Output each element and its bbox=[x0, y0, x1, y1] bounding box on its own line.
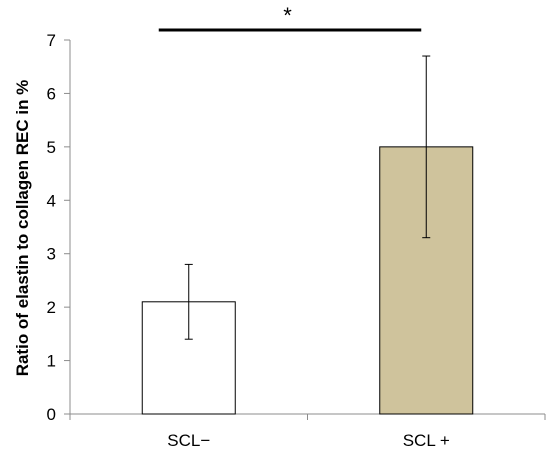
y-tick-label: 3 bbox=[47, 245, 56, 264]
y-axis: 0 1 2 3 4 5 6 7 bbox=[47, 31, 71, 424]
y-tick-label: 0 bbox=[47, 405, 56, 424]
x-tick-label: SCL + bbox=[403, 431, 450, 450]
error-bars bbox=[184, 55, 431, 340]
y-tick-label: 1 bbox=[47, 352, 56, 371]
x-tick-label: SCL− bbox=[167, 431, 210, 450]
bars bbox=[141, 146, 474, 415]
y-tick-label: 7 bbox=[47, 31, 56, 50]
significance-marker: * bbox=[158, 3, 422, 32]
y-axis-title: Ratio of elastin to collagen REC in % bbox=[13, 80, 32, 377]
significance-star: * bbox=[283, 3, 292, 28]
y-tick-label: 5 bbox=[47, 138, 56, 157]
y-tick-label: 4 bbox=[47, 191, 56, 210]
y-tick-label: 6 bbox=[47, 84, 56, 103]
x-axis: SCL− SCL + bbox=[69, 413, 546, 450]
y-tick-label: 2 bbox=[47, 298, 56, 317]
